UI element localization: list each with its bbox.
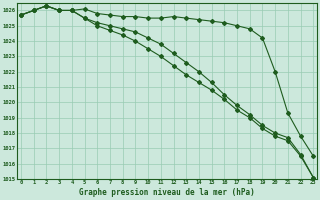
X-axis label: Graphe pression niveau de la mer (hPa): Graphe pression niveau de la mer (hPa): [79, 188, 255, 197]
